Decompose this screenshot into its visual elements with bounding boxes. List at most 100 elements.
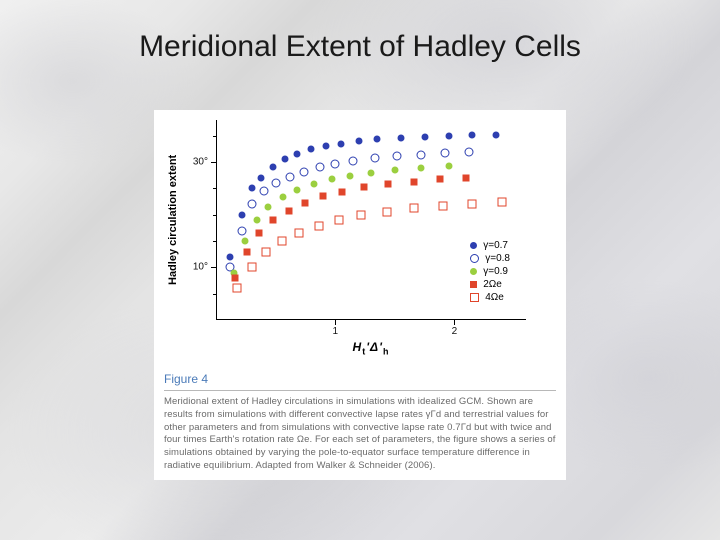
data-point-gamma-0.7: [282, 156, 289, 163]
data-point-gamma-0.7: [322, 143, 329, 150]
y-tick-label: 10°: [193, 262, 208, 273]
data-point-two-omega: [437, 176, 444, 183]
data-point-four-omega: [233, 284, 242, 293]
y-tick-minor: [213, 188, 216, 189]
data-point-four-omega: [382, 207, 391, 216]
data-point-four-omega: [314, 221, 323, 230]
data-point-four-omega: [468, 199, 477, 208]
y-tick: [211, 162, 216, 163]
data-point-gamma-0.7: [308, 145, 315, 152]
data-point-gamma-0.7: [239, 211, 246, 218]
y-axis-label: Hadley circulation extent: [166, 120, 180, 320]
figure-rule: [164, 390, 556, 391]
data-point-two-omega: [384, 181, 391, 188]
legend-item-gamma-0.8: γ=0.8: [470, 252, 510, 265]
data-point-gamma-0.9: [265, 203, 272, 210]
data-point-gamma-0.7: [338, 140, 345, 147]
data-point-gamma-0.7: [397, 134, 404, 141]
legend-label: 2Ωe: [483, 279, 502, 290]
data-point-gamma-0.8: [259, 187, 268, 196]
data-point-two-omega: [270, 217, 277, 224]
data-point-gamma-0.8: [285, 172, 294, 181]
legend-marker: [470, 268, 477, 275]
data-point-four-omega: [262, 247, 271, 256]
legend-label: 4Ωe: [485, 292, 504, 303]
data-point-two-omega: [255, 230, 262, 237]
data-point-gamma-0.9: [279, 194, 286, 201]
data-point-gamma-0.7: [356, 138, 363, 145]
data-point-gamma-0.9: [241, 238, 248, 245]
data-point-gamma-0.7: [373, 136, 380, 143]
figure-panel: Hadley circulation extent Ht'Δ'h γ=0.7γ=…: [154, 110, 566, 480]
data-point-gamma-0.9: [368, 169, 375, 176]
legend-marker: [470, 254, 479, 263]
data-point-gamma-0.7: [493, 131, 500, 138]
data-point-gamma-0.8: [417, 150, 426, 159]
data-point-gamma-0.7: [270, 164, 277, 171]
data-point-gamma-0.9: [418, 164, 425, 171]
chart-plot-area: Hadley circulation extent Ht'Δ'h γ=0.7γ=…: [216, 120, 526, 320]
page-title: Meridional Extent of Hadley Cells: [0, 30, 720, 64]
x-tick-label: 1: [332, 326, 338, 337]
x-tick: [454, 320, 455, 325]
data-point-two-omega: [410, 178, 417, 185]
x-axis-label: Ht'Δ'h: [216, 340, 526, 356]
data-point-four-omega: [247, 263, 256, 272]
data-point-gamma-0.9: [253, 217, 260, 224]
figure-caption: Meridional extent of Hadley circulations…: [164, 396, 556, 473]
y-tick-minor: [213, 136, 216, 137]
data-point-gamma-0.9: [391, 167, 398, 174]
legend-marker: [470, 293, 479, 302]
data-point-two-omega: [232, 274, 239, 281]
data-point-gamma-0.8: [331, 159, 340, 168]
data-point-gamma-0.8: [300, 167, 309, 176]
legend-label: γ=0.8: [485, 253, 510, 264]
legend-item-gamma-0.7: γ=0.7: [470, 239, 510, 252]
y-tick-minor: [213, 294, 216, 295]
data-point-gamma-0.8: [349, 157, 358, 166]
data-point-gamma-0.7: [294, 151, 301, 158]
data-point-two-omega: [244, 248, 251, 255]
data-point-two-omega: [320, 193, 327, 200]
data-point-four-omega: [357, 211, 366, 220]
figure-number: Figure 4: [164, 372, 208, 386]
legend-item-two-omega: 2Ωe: [470, 278, 510, 291]
data-point-gamma-0.8: [315, 163, 324, 172]
data-point-gamma-0.7: [258, 174, 265, 181]
data-point-two-omega: [360, 184, 367, 191]
data-point-four-omega: [277, 237, 286, 246]
data-point-four-omega: [498, 198, 507, 207]
data-point-two-omega: [302, 199, 309, 206]
data-point-gamma-0.8: [271, 179, 280, 188]
data-point-four-omega: [334, 216, 343, 225]
data-point-gamma-0.7: [227, 253, 234, 260]
y-tick-label: 30°: [193, 157, 208, 168]
data-point-gamma-0.8: [440, 149, 449, 158]
legend-label: γ=0.9: [483, 266, 508, 277]
y-tick-minor: [213, 215, 216, 216]
data-point-two-omega: [339, 188, 346, 195]
data-point-gamma-0.8: [464, 148, 473, 157]
data-point-gamma-0.7: [421, 133, 428, 140]
y-axis: [216, 120, 217, 320]
data-point-gamma-0.9: [346, 172, 353, 179]
y-tick-minor: [213, 241, 216, 242]
data-point-gamma-0.7: [248, 185, 255, 192]
data-point-gamma-0.9: [328, 176, 335, 183]
data-point-gamma-0.7: [445, 132, 452, 139]
x-axis: [216, 319, 526, 320]
x-tick-label: 2: [452, 326, 458, 337]
legend-item-four-omega: 4Ωe: [470, 291, 510, 304]
data-point-gamma-0.7: [469, 132, 476, 139]
legend-marker: [470, 242, 477, 249]
x-tick: [335, 320, 336, 325]
data-point-gamma-0.9: [310, 181, 317, 188]
legend-label: γ=0.7: [483, 240, 508, 251]
data-point-gamma-0.8: [393, 152, 402, 161]
chart-legend: γ=0.7 γ=0.8 γ=0.9 2Ωe 4Ωe: [470, 239, 510, 304]
data-point-gamma-0.9: [445, 163, 452, 170]
legend-item-gamma-0.9: γ=0.9: [470, 265, 510, 278]
legend-marker: [470, 281, 477, 288]
data-point-four-omega: [409, 204, 418, 213]
data-point-gamma-0.8: [247, 200, 256, 209]
